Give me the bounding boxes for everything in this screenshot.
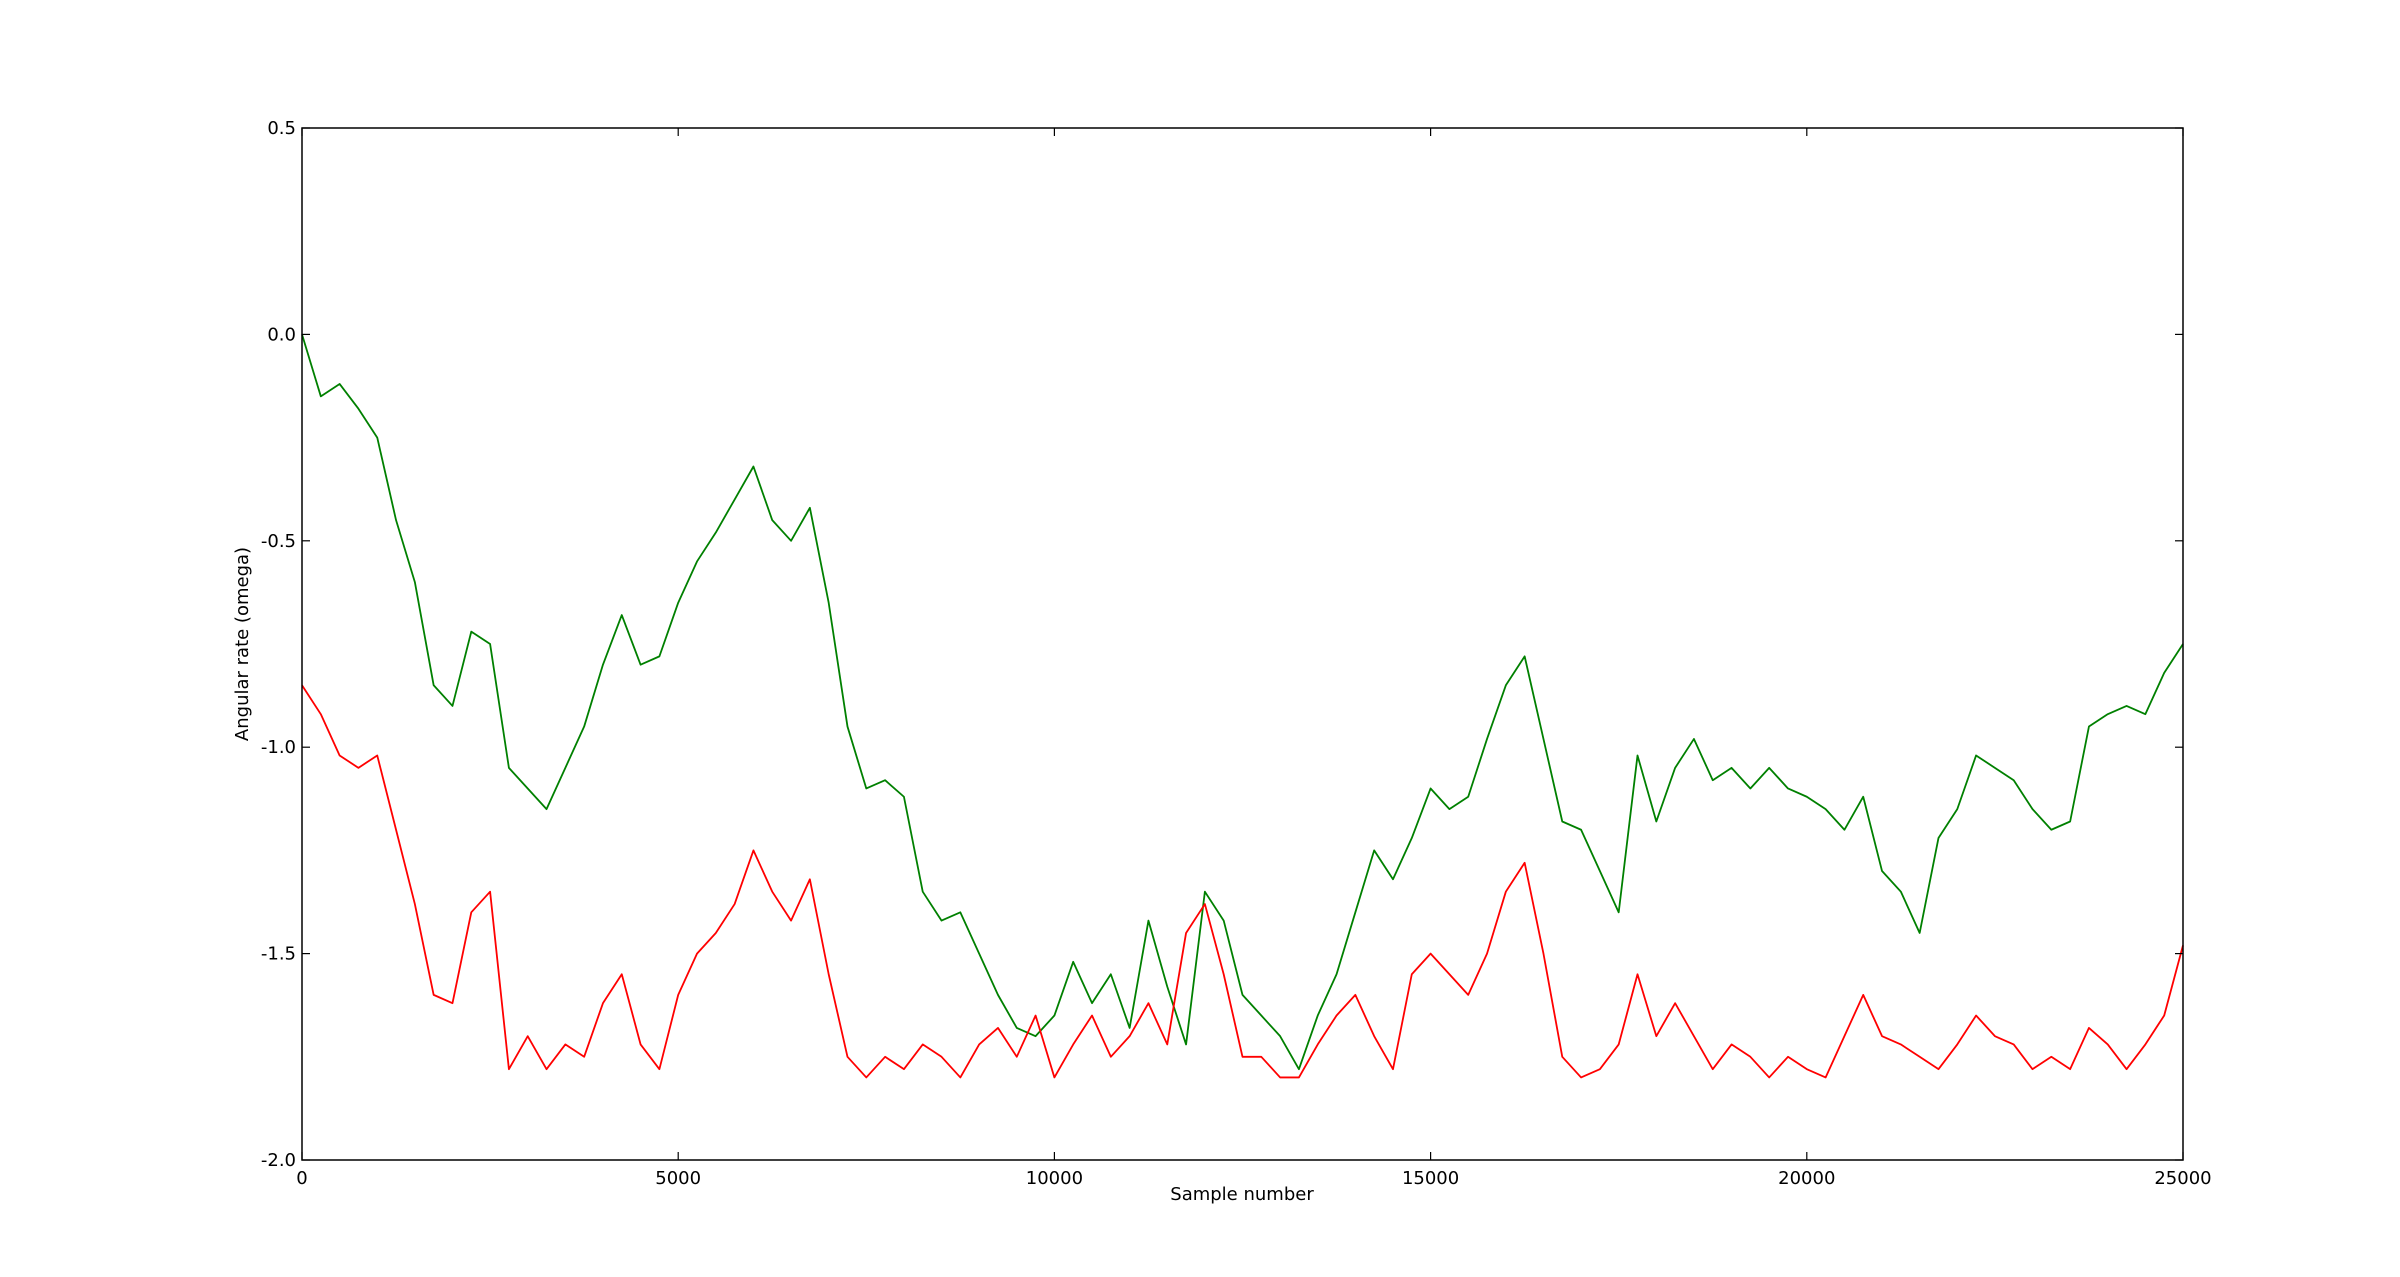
x-tick-label: 0 [296, 1168, 307, 1189]
y-axis-label: Angular rate (omega) [232, 547, 253, 741]
x-tick-label: 10000 [1026, 1168, 1083, 1189]
plot-frame [301, 127, 2184, 1161]
x-tick-label: 25000 [2154, 1168, 2211, 1189]
x-axis-label: Sample number [1170, 1184, 1314, 1205]
y-tick-label: -1.0 [261, 737, 296, 758]
y-tick-label: 0.0 [267, 324, 296, 345]
x-tick-label: 5000 [655, 1168, 701, 1189]
y-tick-label: -1.5 [261, 944, 296, 965]
data-line [301, 334, 2184, 1071]
y-tick-label: 0.5 [267, 118, 296, 139]
x-tick-label: 20000 [1778, 1168, 1835, 1189]
x-tick-label: 15000 [1402, 1168, 1459, 1189]
data-line [301, 684, 2184, 1079]
y-tick-label: -2.0 [261, 1150, 296, 1171]
y-tick-label: -0.5 [261, 531, 296, 552]
